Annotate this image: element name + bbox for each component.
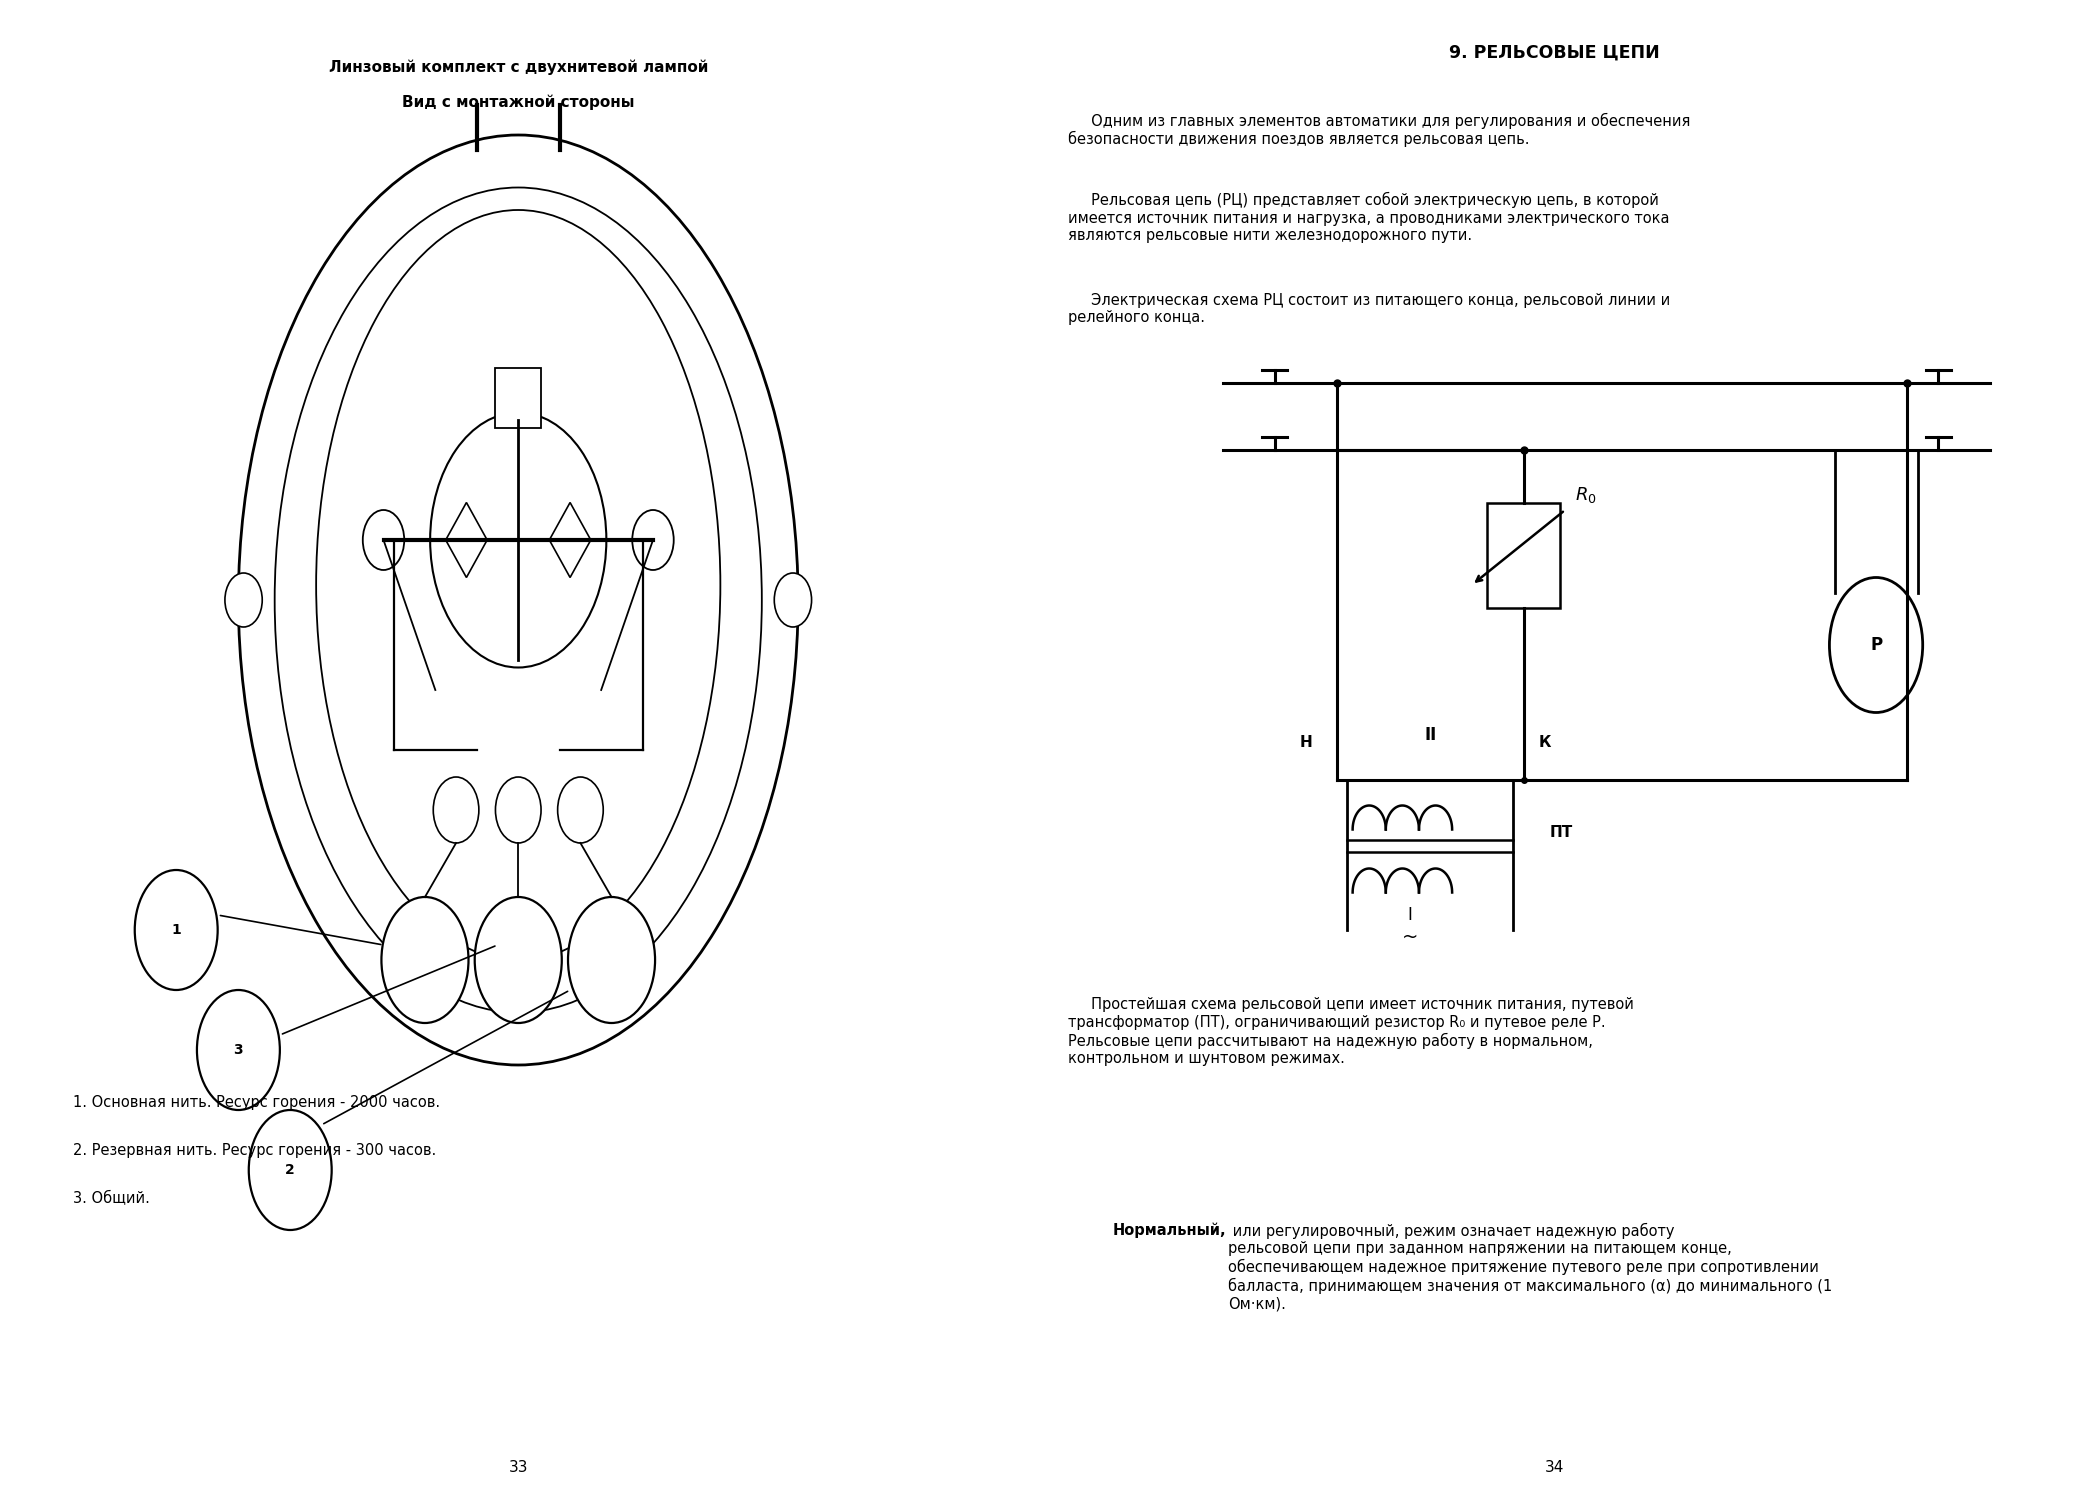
Text: Р: Р xyxy=(1870,636,1882,654)
Text: 9. РЕЛЬСОВЫЕ ЦЕПИ: 9. РЕЛЬСОВЫЕ ЦЕПИ xyxy=(1449,44,1660,62)
Circle shape xyxy=(433,777,479,843)
Polygon shape xyxy=(549,503,591,578)
Circle shape xyxy=(1830,578,1924,712)
Text: Вид с монтажной стороны: Вид с монтажной стороны xyxy=(402,94,634,110)
Text: Одним из главных элементов автоматики для регулирования и обеспечения
безопаснос: Одним из главных элементов автоматики дл… xyxy=(1068,112,1689,147)
Text: 2: 2 xyxy=(286,1162,294,1178)
Text: Рельсовая цепь (РЦ) представляет собой электрическую цепь, в которой
имеется ист: Рельсовая цепь (РЦ) представляет собой э… xyxy=(1068,192,1669,243)
Text: К: К xyxy=(1538,735,1551,750)
Text: Линзовый комплект с двухнитевой лампой: Линзовый комплект с двухнитевой лампой xyxy=(328,60,709,75)
Circle shape xyxy=(249,1110,332,1230)
Text: Простейшая схема рельсовой цепи имеет источник питания, путевой
трансформатор (П: Простейшая схема рельсовой цепи имеет ис… xyxy=(1068,998,1634,1066)
Text: 3: 3 xyxy=(234,1042,243,1058)
Circle shape xyxy=(558,777,603,843)
Circle shape xyxy=(135,870,218,990)
Text: ПТ: ПТ xyxy=(1551,825,1573,840)
Bar xyxy=(495,368,541,428)
Text: или регулировочный, режим означает надежную работу
рельсовой цепи при заданном н: или регулировочный, режим означает надеж… xyxy=(1227,1222,1833,1311)
Circle shape xyxy=(568,897,655,1023)
Text: 2. Резервная нить. Ресурс горения - 300 часов.: 2. Резервная нить. Ресурс горения - 300 … xyxy=(73,1143,435,1158)
Text: 1: 1 xyxy=(172,922,180,938)
Text: Нормальный,: Нормальный, xyxy=(1113,1222,1225,1238)
Text: 33: 33 xyxy=(508,1460,529,1474)
Text: 3. Общий.: 3. Общий. xyxy=(73,1191,149,1206)
Circle shape xyxy=(495,777,541,843)
Text: Электрическая схема РЦ состоит из питающего конца, рельсовой линии и
релейного к: Электрическая схема РЦ состоит из питающ… xyxy=(1068,292,1671,326)
Circle shape xyxy=(224,573,263,627)
Circle shape xyxy=(381,897,468,1023)
Circle shape xyxy=(775,573,813,627)
Circle shape xyxy=(475,897,562,1023)
Text: I: I xyxy=(1408,906,1412,924)
Circle shape xyxy=(363,510,404,570)
Text: 1. Основная нить. Ресурс горения - 2000 часов.: 1. Основная нить. Ресурс горения - 2000 … xyxy=(73,1095,439,1110)
Text: $R_0$: $R_0$ xyxy=(1575,484,1596,506)
Polygon shape xyxy=(446,503,487,578)
Text: 34: 34 xyxy=(1544,1460,1565,1474)
Text: ~: ~ xyxy=(1401,928,1418,946)
Circle shape xyxy=(632,510,674,570)
Circle shape xyxy=(197,990,280,1110)
Bar xyxy=(1488,503,1561,608)
Text: Н: Н xyxy=(1300,735,1312,750)
Text: II: II xyxy=(1424,726,1437,744)
